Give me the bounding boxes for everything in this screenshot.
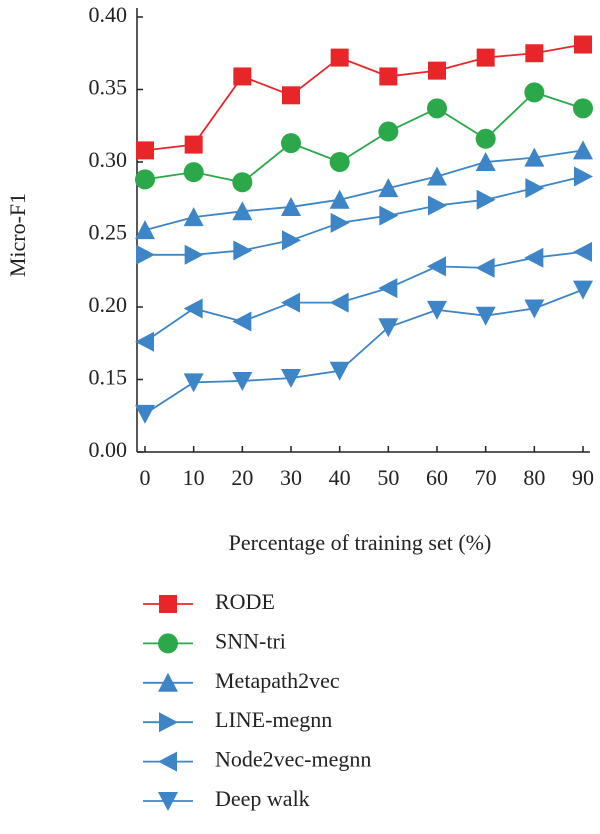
marker	[378, 318, 399, 338]
marker	[233, 67, 252, 86]
legend-marker	[158, 751, 177, 772]
marker	[573, 98, 593, 119]
marker	[524, 247, 544, 268]
marker	[573, 280, 593, 300]
marker	[574, 35, 592, 54]
marker	[330, 212, 350, 233]
marker	[378, 121, 399, 142]
marker	[233, 240, 253, 261]
marker	[475, 128, 496, 149]
y-tick-label: 0.35	[89, 75, 128, 100]
marker	[183, 207, 204, 227]
x-tick-label: 30	[280, 465, 302, 490]
y-tick-label: 0.20	[89, 292, 128, 317]
marker	[573, 241, 592, 262]
x-tick-label: 60	[426, 465, 448, 490]
legend-label: Deep walk	[215, 786, 310, 811]
marker	[525, 44, 544, 63]
legend-label: SNN-tri	[215, 628, 286, 653]
y-axis-label: Micro-F1	[5, 193, 30, 277]
x-tick-label: 80	[523, 465, 545, 490]
x-tick-label: 20	[231, 465, 253, 490]
marker	[135, 331, 154, 352]
x-tick-label: 50	[377, 465, 399, 490]
marker	[281, 369, 301, 389]
series-line	[144, 251, 584, 343]
y-tick-label: 0.15	[89, 365, 128, 390]
marker	[476, 189, 496, 210]
marker	[232, 201, 253, 221]
legend-label: Metapath2vec	[215, 668, 340, 693]
legend-label: Node2vec-megnn	[215, 747, 371, 772]
marker	[428, 61, 446, 80]
marker	[232, 172, 253, 193]
marker	[281, 292, 300, 313]
marker	[282, 230, 301, 251]
marker	[574, 166, 593, 187]
series-line	[145, 175, 584, 256]
x-tick-label: 90	[572, 465, 594, 490]
series-line	[144, 91, 584, 184]
marker	[232, 311, 252, 332]
marker	[183, 298, 203, 319]
marker	[476, 48, 495, 67]
series-line	[144, 149, 584, 232]
marker	[183, 373, 204, 393]
marker	[329, 189, 350, 209]
marker	[573, 140, 593, 160]
marker	[524, 299, 545, 319]
marker	[329, 361, 350, 381]
marker	[281, 196, 301, 216]
legend-marker	[158, 633, 178, 654]
y-tick-label: 0.40	[89, 2, 128, 27]
marker	[184, 244, 204, 265]
marker	[524, 82, 545, 103]
marker	[475, 152, 496, 171]
marker	[135, 404, 155, 424]
marker	[136, 244, 155, 265]
y-tick-label: 0.30	[89, 147, 128, 172]
marker	[282, 86, 300, 105]
x-tick-label: 40	[329, 465, 351, 490]
legend-label: LINE-megnn	[215, 707, 332, 732]
marker	[378, 278, 398, 299]
legend-marker	[158, 672, 178, 692]
series-line	[144, 43, 584, 152]
legend-marker	[159, 712, 178, 733]
marker	[281, 133, 301, 154]
marker	[330, 48, 349, 67]
y-tick-label: 0.00	[89, 437, 128, 462]
x-tick-label: 70	[475, 465, 497, 490]
marker	[329, 152, 350, 172]
marker	[475, 306, 496, 326]
marker	[136, 141, 154, 160]
marker	[232, 371, 253, 391]
marker	[378, 178, 399, 198]
marker	[427, 98, 447, 119]
marker	[428, 195, 447, 216]
marker	[525, 178, 545, 199]
x-axis-label: Percentage of training set (%)	[229, 530, 492, 555]
marker	[427, 300, 447, 320]
legend-marker	[158, 792, 178, 811]
series-line	[144, 288, 584, 415]
x-tick-label: 10	[183, 465, 205, 490]
marker	[379, 67, 398, 86]
marker	[475, 257, 495, 278]
marker	[379, 205, 399, 226]
legend-marker	[159, 595, 177, 613]
legend-label: RODE	[215, 589, 275, 614]
marker	[135, 220, 155, 240]
marker	[183, 162, 204, 183]
marker	[427, 166, 447, 186]
marker	[184, 135, 203, 154]
x-tick-label: 0	[140, 465, 151, 490]
marker	[427, 256, 446, 277]
marker	[135, 169, 155, 190]
marker	[329, 292, 349, 313]
marker	[524, 147, 545, 167]
y-tick-label: 0.25	[89, 220, 128, 245]
